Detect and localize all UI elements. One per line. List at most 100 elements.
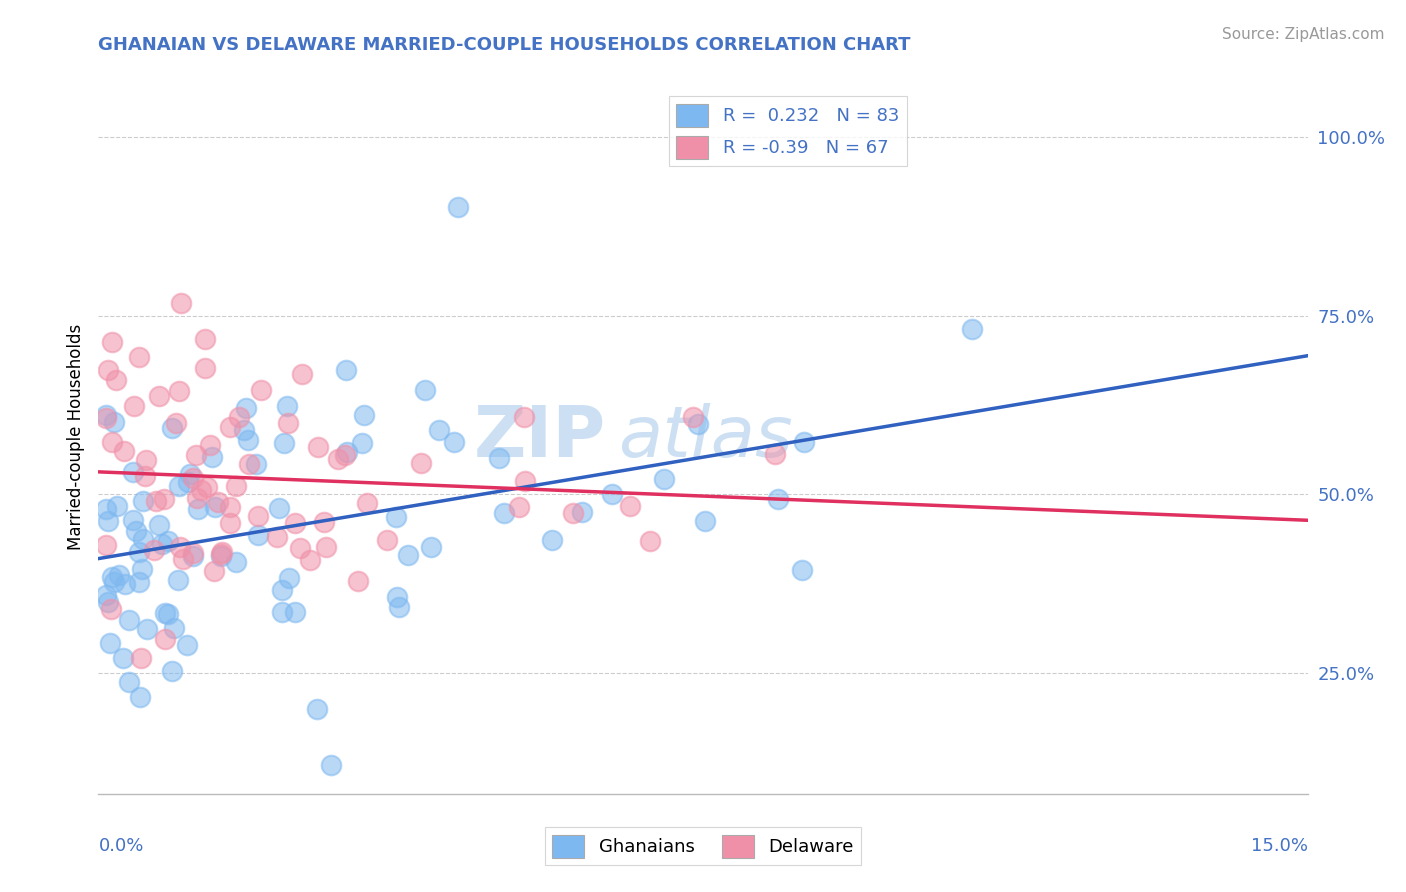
Point (103, 415, 125, 429)
Point (353, 408, 375, 422)
Point (97, 515, 120, 529)
Point (160, 664, 183, 678)
Point (157, 607, 180, 622)
Point (508, 500, 530, 515)
Point (246, 508, 269, 523)
Text: 0.0%: 0.0% (98, 837, 143, 855)
Point (326, 452, 349, 467)
Point (238, 434, 260, 448)
Text: GHANAIAN VS DELAWARE MARRIED-COUPLE HOUSEHOLDS CORRELATION CHART: GHANAIAN VS DELAWARE MARRIED-COUPLE HOUS… (98, 36, 911, 54)
Text: Source: ZipAtlas.com: Source: ZipAtlas.com (1222, 27, 1385, 42)
Point (160, 421, 183, 435)
Point (792, 563, 814, 577)
Point (187, 502, 209, 516)
Point (600, 487, 623, 501)
Text: atlas: atlas (619, 402, 793, 472)
Point (350, 436, 373, 450)
Point (960, 321, 983, 335)
Point (108, 568, 131, 582)
Point (219, 419, 242, 434)
Point (385, 591, 408, 605)
Point (128, 350, 150, 364)
Point (96, 408, 118, 422)
Point (283, 516, 305, 530)
Point (150, 537, 173, 551)
Point (176, 638, 198, 652)
Point (763, 447, 786, 461)
Point (184, 448, 207, 462)
Point (169, 479, 191, 493)
Point (167, 384, 190, 398)
Text: ZIP: ZIP (474, 402, 606, 472)
Point (245, 457, 267, 471)
Point (121, 465, 143, 479)
Point (232, 423, 254, 437)
Point (200, 437, 222, 451)
Point (156, 534, 179, 549)
Point (375, 533, 398, 548)
Point (513, 474, 536, 488)
Point (190, 483, 212, 497)
Point (250, 383, 273, 397)
Point (541, 533, 564, 547)
Point (652, 472, 675, 486)
Point (142, 543, 165, 558)
Point (396, 548, 419, 562)
Point (238, 458, 260, 472)
Point (104, 373, 127, 387)
Point (333, 448, 356, 462)
Point (488, 451, 510, 466)
Point (312, 516, 335, 530)
Point (148, 517, 170, 532)
Point (134, 468, 156, 483)
Point (153, 607, 176, 621)
Point (291, 367, 314, 381)
Point (181, 549, 204, 564)
Point (183, 471, 205, 485)
Point (128, 690, 150, 705)
Point (225, 479, 247, 493)
Point (170, 296, 193, 310)
Point (166, 573, 188, 587)
Point (228, 410, 250, 425)
Point (288, 541, 311, 556)
Point (112, 443, 135, 458)
Point (384, 510, 406, 524)
Point (155, 632, 177, 647)
Point (204, 500, 226, 514)
Point (307, 702, 329, 716)
Text: 15.0%: 15.0% (1250, 837, 1308, 855)
Point (177, 475, 200, 490)
Point (388, 600, 411, 615)
Point (284, 605, 307, 619)
Point (271, 583, 294, 598)
Legend: Ghanaians, Delaware: Ghanaians, Delaware (544, 828, 862, 865)
Point (129, 650, 152, 665)
Point (197, 480, 219, 494)
Point (411, 456, 433, 470)
Point (209, 549, 232, 564)
Point (766, 491, 789, 506)
Point (103, 575, 125, 590)
Point (571, 505, 593, 519)
Point (211, 545, 233, 559)
Point (100, 435, 122, 450)
Point (125, 524, 148, 538)
Point (96, 502, 118, 516)
Point (96, 410, 118, 425)
Point (96, 587, 118, 601)
Point (307, 440, 329, 454)
Point (246, 528, 269, 542)
Point (165, 416, 187, 430)
Point (153, 491, 176, 506)
Point (443, 435, 465, 450)
Point (194, 332, 217, 346)
Point (686, 417, 709, 431)
Point (278, 571, 301, 585)
Point (619, 499, 641, 513)
Point (335, 362, 357, 376)
Point (427, 423, 450, 437)
Point (135, 622, 157, 636)
Point (97, 595, 120, 609)
Point (131, 562, 153, 576)
